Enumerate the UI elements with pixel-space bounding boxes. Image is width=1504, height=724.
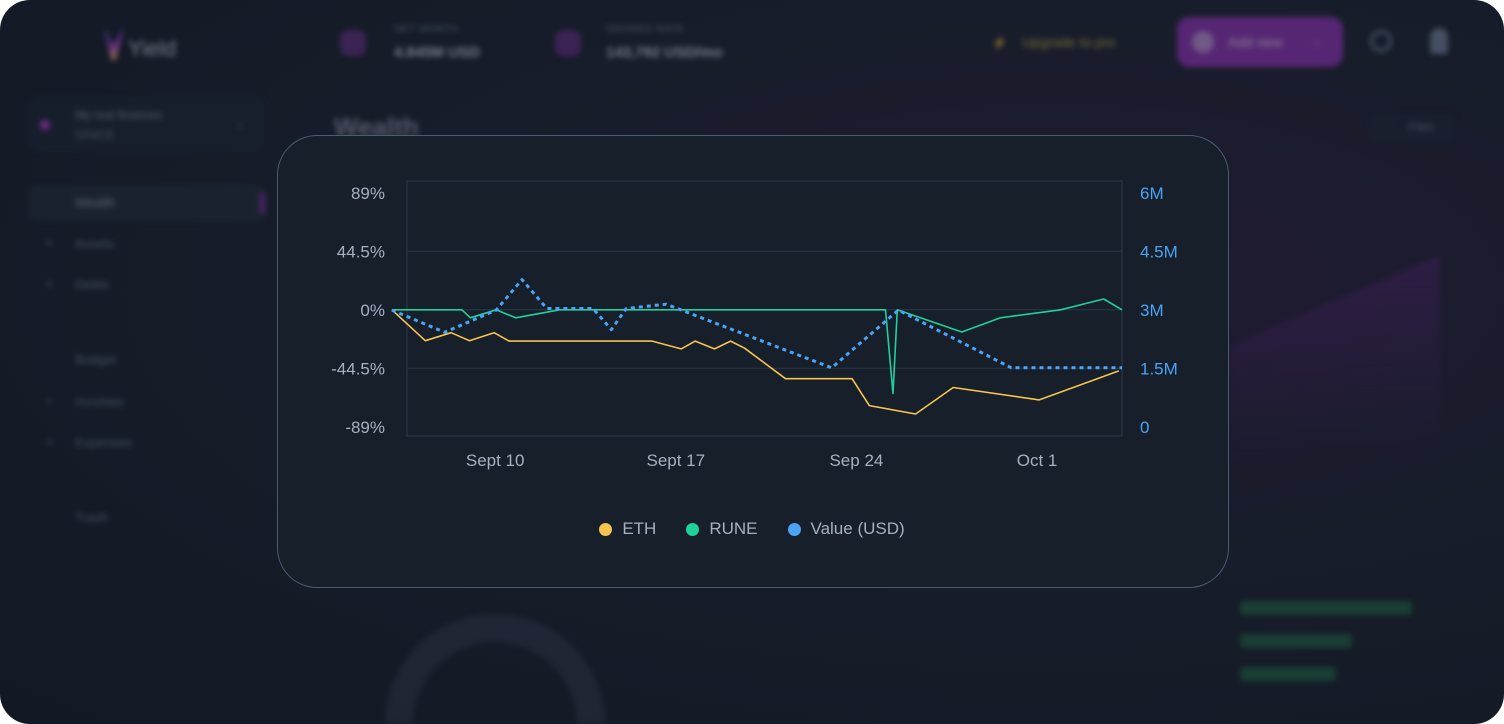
donut-arc	[385, 614, 605, 724]
y-right-tick-label: 4.5M	[1140, 243, 1178, 262]
space-selector[interactable]	[28, 95, 266, 153]
net-worth-icon	[340, 30, 366, 56]
x-tick-label: Sept 17	[646, 451, 705, 470]
active-indicator	[260, 192, 265, 214]
x-tick-label: Sep 24	[829, 451, 883, 470]
background-bar	[1240, 667, 1336, 681]
legend-dot-icon	[599, 522, 613, 536]
plus-icon	[1192, 31, 1214, 53]
x-tick-label: Oct 1	[1017, 451, 1058, 470]
add-new-label: Add new	[1228, 34, 1283, 50]
background-donut-chart	[385, 614, 605, 724]
series-line-value-usd	[391, 278, 1122, 370]
dot-icon	[46, 281, 52, 287]
sidebar-item-wealth[interactable]	[28, 185, 266, 221]
legend-dot-icon	[787, 522, 801, 536]
space-title: My real finances	[75, 108, 163, 122]
sidebar-label-wealth[interactable]: Wealth	[75, 195, 116, 210]
net-worth-value: 4.845M USD	[394, 44, 480, 61]
background-bar	[1240, 634, 1352, 648]
chevron-down-icon: ⌄	[1312, 34, 1323, 48]
y-right-tick-label: 3M	[1140, 301, 1164, 320]
space-dot-icon	[40, 120, 50, 130]
y-right-tick-label: 0	[1140, 418, 1149, 437]
net-worth-label: NET WORTH	[394, 24, 459, 35]
chart-card	[277, 135, 1229, 588]
lightning-icon: ⚡	[992, 36, 1007, 50]
logo-text: Yield	[128, 36, 177, 61]
savings-rate-value: 143,792 USD/mo	[606, 44, 723, 61]
sidebar-item-budget[interactable]: Budget	[75, 352, 117, 367]
filter-button[interactable]	[1368, 113, 1456, 143]
series-line-eth	[391, 309, 1120, 415]
sidebar-item-incomes[interactable]: Incomes	[75, 394, 125, 409]
y-left-tick-label: 44.5%	[337, 242, 385, 261]
x-tick-label: Sept 10	[466, 451, 525, 470]
dot-icon	[46, 398, 52, 404]
space-subtitle: SPACE	[75, 128, 115, 142]
gear-icon[interactable]	[1370, 30, 1392, 52]
user-icon[interactable]	[1430, 28, 1448, 54]
savings-rate-label: SAVINGS RATE	[606, 24, 685, 35]
upgrade-button[interactable]: Upgrade to pro	[1022, 34, 1116, 50]
legend-label: ETH	[622, 519, 657, 538]
legend-dot-icon	[686, 522, 700, 536]
plot-area-border	[406, 180, 1123, 437]
dot-icon	[46, 240, 52, 246]
sidebar-item-assets[interactable]: Assets	[75, 236, 115, 251]
sidebar-item-expenses[interactable]: Expenses	[75, 435, 133, 450]
legend-label: Value (USD)	[810, 519, 905, 538]
y-left-tick-label: -89%	[345, 418, 385, 437]
sidebar-item-trash[interactable]: Trash	[75, 510, 108, 525]
legend-item[interactable]: RUNE	[686, 519, 758, 539]
y-right-tick-label: 1.5M	[1140, 360, 1178, 379]
legend-item[interactable]: Value (USD)	[787, 519, 905, 539]
chart-legend: ETH RUNE Value (USD)	[0, 519, 1504, 539]
savings-rate-icon	[555, 30, 581, 56]
y-right-tick-label: 6M	[1140, 184, 1164, 203]
dot-icon	[46, 439, 52, 445]
series-line-rune	[391, 298, 1123, 395]
filter-label: Filter	[1408, 120, 1435, 134]
y-left-tick-label: 89%	[351, 184, 385, 203]
sidebar-item-debts[interactable]: Debts	[75, 277, 109, 292]
y-left-tick-label: 0%	[360, 301, 385, 320]
background-bar	[1240, 601, 1412, 615]
y-left-tick-label: -44.5%	[331, 359, 385, 378]
chevron-down-icon: ⌄	[235, 116, 246, 130]
legend-item[interactable]: ETH	[599, 519, 656, 539]
legend-label: RUNE	[709, 519, 758, 538]
